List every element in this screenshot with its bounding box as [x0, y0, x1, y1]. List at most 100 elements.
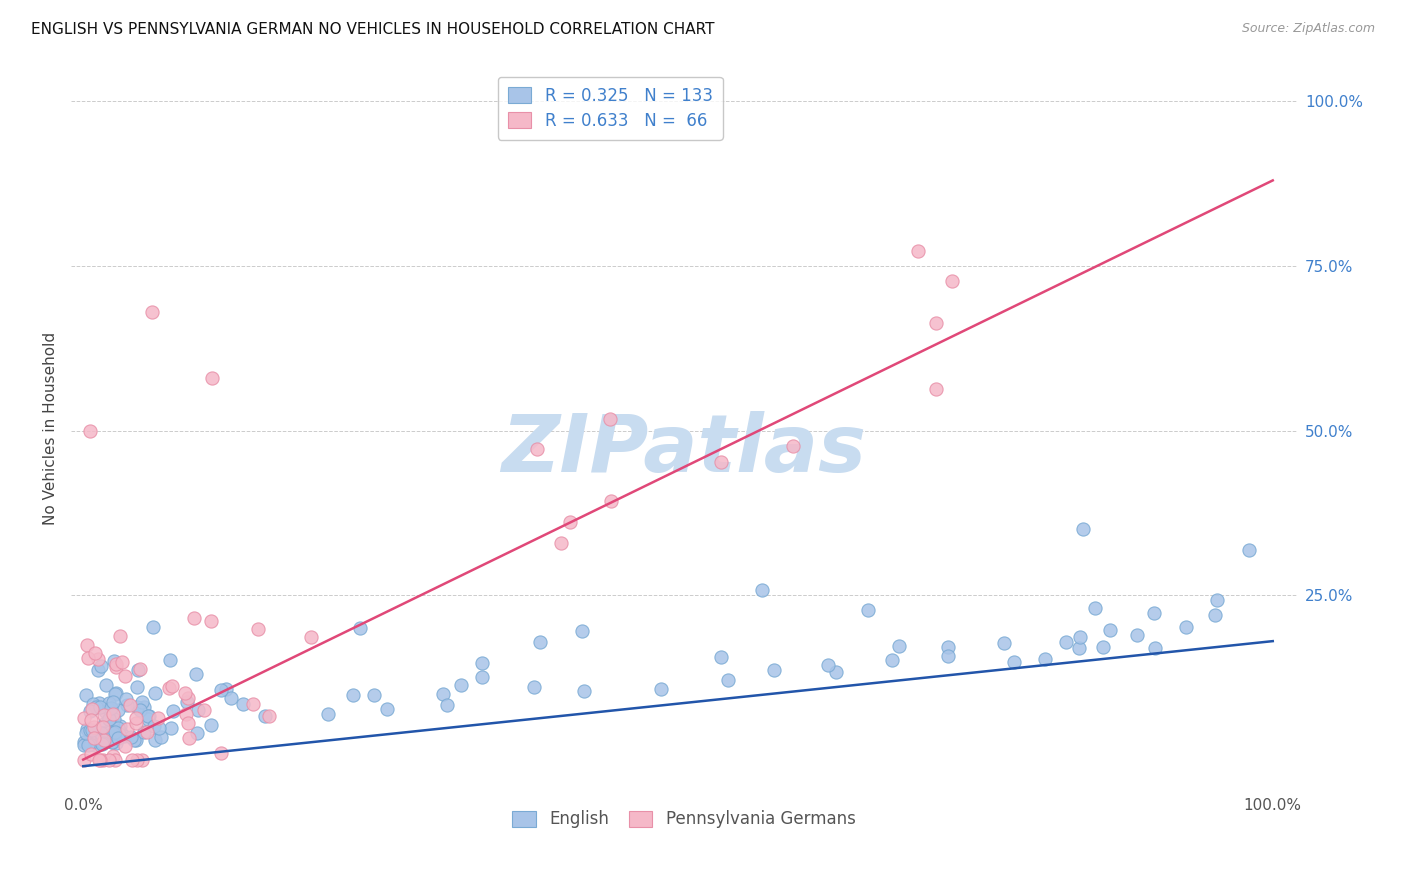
Point	[523, 680, 546, 694]
Point	[77, 651, 100, 665]
Point	[316, 706, 339, 721]
Point	[97, 702, 120, 716]
Point	[558, 515, 581, 529]
Point	[125, 733, 148, 747]
Point	[349, 621, 371, 635]
Point	[79, 704, 101, 718]
Point	[160, 679, 183, 693]
Point	[97, 753, 120, 767]
Point	[97, 712, 120, 726]
Legend: English, Pennsylvania Germans: English, Pennsylvania Germans	[506, 804, 862, 835]
Point	[174, 707, 197, 722]
Point	[94, 678, 117, 692]
Point	[143, 732, 166, 747]
Point	[1144, 640, 1167, 655]
Point	[98, 712, 121, 726]
Point	[90, 726, 112, 740]
Point	[993, 636, 1015, 650]
Point	[242, 697, 264, 711]
Point	[80, 713, 103, 727]
Point	[91, 736, 114, 750]
Point	[93, 720, 115, 734]
Point	[84, 727, 107, 741]
Point	[907, 244, 929, 259]
Point	[1069, 630, 1091, 644]
Point	[162, 705, 184, 719]
Point	[115, 698, 138, 712]
Point	[76, 739, 98, 753]
Point	[141, 305, 163, 319]
Point	[889, 639, 911, 653]
Point	[432, 688, 454, 702]
Point	[246, 622, 269, 636]
Point	[83, 731, 105, 746]
Point	[160, 721, 183, 735]
Point	[89, 733, 111, 747]
Point	[193, 703, 215, 717]
Point	[100, 721, 122, 735]
Point	[101, 695, 124, 709]
Point	[82, 697, 104, 711]
Point	[1069, 641, 1091, 656]
Point	[143, 719, 166, 733]
Point	[108, 719, 131, 733]
Point	[529, 635, 551, 649]
Point	[83, 646, 105, 660]
Point	[103, 713, 125, 727]
Point	[135, 725, 157, 739]
Text: Source: ZipAtlas.com: Source: ZipAtlas.com	[1241, 22, 1375, 36]
Point	[817, 657, 839, 672]
Point	[710, 650, 733, 665]
Point	[103, 654, 125, 668]
Point	[90, 659, 112, 673]
Text: ZIPatlas: ZIPatlas	[502, 411, 866, 490]
Point	[1204, 607, 1226, 622]
Point	[856, 602, 879, 616]
Point	[1091, 640, 1114, 654]
Point	[79, 723, 101, 737]
Point	[115, 722, 138, 736]
Point	[209, 746, 232, 760]
Point	[751, 583, 773, 598]
Point	[103, 707, 125, 722]
Point	[177, 690, 200, 705]
Point	[436, 698, 458, 713]
Point	[550, 536, 572, 550]
Point	[103, 720, 125, 734]
Point	[1084, 600, 1107, 615]
Point	[107, 704, 129, 718]
Point	[925, 382, 948, 396]
Point	[101, 733, 124, 747]
Point	[80, 723, 103, 737]
Point	[90, 737, 112, 751]
Point	[125, 711, 148, 725]
Point	[112, 729, 135, 743]
Point	[110, 629, 132, 643]
Point	[91, 753, 114, 767]
Point	[128, 703, 150, 717]
Point	[87, 663, 110, 677]
Point	[924, 316, 946, 330]
Point	[1206, 593, 1229, 607]
Point	[200, 718, 222, 732]
Point	[136, 712, 159, 726]
Point	[83, 738, 105, 752]
Point	[87, 753, 110, 767]
Point	[79, 424, 101, 438]
Point	[104, 753, 127, 767]
Point	[75, 725, 97, 739]
Point	[131, 696, 153, 710]
Point	[107, 721, 129, 735]
Point	[101, 735, 124, 749]
Point	[142, 619, 165, 633]
Point	[1175, 620, 1198, 634]
Point	[825, 665, 848, 679]
Point	[115, 692, 138, 706]
Point	[110, 726, 132, 740]
Point	[73, 735, 96, 749]
Point	[148, 711, 170, 725]
Point	[174, 686, 197, 700]
Point	[134, 700, 156, 714]
Point	[471, 656, 494, 670]
Point	[98, 725, 121, 739]
